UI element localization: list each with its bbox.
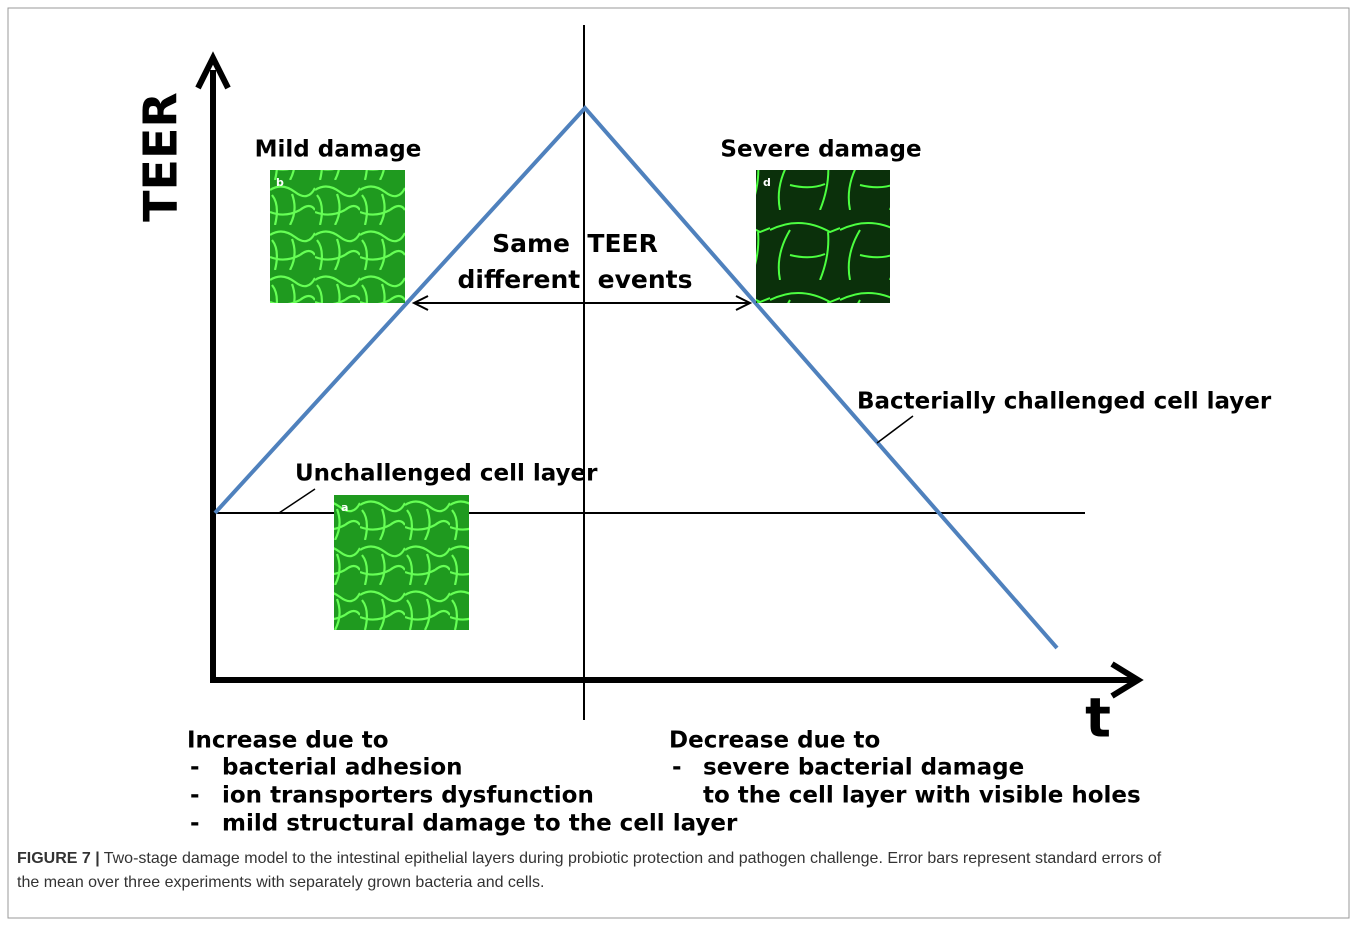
figure: b d a TEER t Mild damage Severe damage S… bbox=[0, 0, 1357, 926]
list-item: severe bacterial damage bbox=[703, 755, 1024, 781]
panel-letter: a bbox=[341, 501, 348, 514]
frame bbox=[8, 8, 1349, 918]
panel-title: Severe damage bbox=[720, 137, 921, 163]
annotation: Bacterially challenged cell layer bbox=[857, 389, 1272, 415]
bullet: - bbox=[190, 783, 200, 809]
panel-letter: b bbox=[276, 176, 284, 189]
micrograph bbox=[756, 170, 890, 303]
annotation: Same TEER bbox=[492, 229, 658, 258]
leader bbox=[279, 489, 315, 513]
annotation: Unchallenged cell layer bbox=[295, 461, 598, 487]
list-item: bacterial adhesion bbox=[222, 755, 463, 781]
bullet: - bbox=[672, 755, 682, 781]
micrograph bbox=[270, 170, 405, 303]
bullet: - bbox=[190, 811, 200, 837]
leader bbox=[877, 416, 913, 443]
list-item: to the cell layer with visible holes bbox=[703, 783, 1141, 809]
panel-letter: d bbox=[763, 176, 771, 189]
list-item: mild structural damage to the cell layer bbox=[222, 811, 738, 837]
y-label: TEER bbox=[134, 92, 188, 222]
caption-text: Two-stage damage model to the intestinal… bbox=[104, 850, 1162, 867]
bullet: - bbox=[190, 755, 200, 781]
list-item: ion transporters dysfunction bbox=[222, 783, 594, 809]
caption: the mean over three experiments with sep… bbox=[17, 874, 544, 891]
caption-label: FIGURE 7 | bbox=[17, 850, 100, 867]
x-label: t bbox=[1085, 687, 1111, 750]
caption: FIGURE 7 |Two-stage damage model to the … bbox=[17, 850, 1162, 867]
list-heading: Decrease due to bbox=[669, 728, 880, 754]
micrograph bbox=[334, 495, 469, 630]
panel-title: Mild damage bbox=[255, 137, 422, 163]
annotation: different events bbox=[458, 265, 693, 294]
list-heading: Increase due to bbox=[187, 728, 389, 754]
